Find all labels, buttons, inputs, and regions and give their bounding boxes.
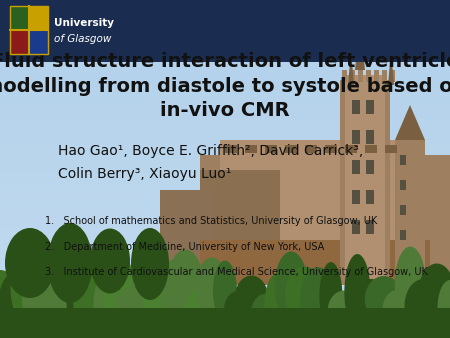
Bar [325, 145, 337, 153]
Ellipse shape [51, 291, 82, 331]
Ellipse shape [166, 249, 204, 327]
Bar [10, 6, 48, 54]
Ellipse shape [67, 259, 92, 337]
Bar [390, 70, 395, 82]
Bar [220, 140, 420, 285]
Bar [342, 70, 347, 82]
Ellipse shape [437, 280, 450, 336]
Text: 1.   School of mathematics and Statistics, University of Glasgow, UK: 1. School of mathematics and Statistics,… [45, 216, 377, 226]
Ellipse shape [0, 273, 28, 337]
Ellipse shape [94, 273, 118, 337]
Bar [374, 70, 379, 82]
Bar [366, 100, 374, 114]
Bar [345, 145, 357, 153]
Bar [352, 160, 360, 174]
Ellipse shape [395, 246, 426, 321]
Polygon shape [348, 50, 354, 85]
Bar [365, 145, 377, 153]
Ellipse shape [131, 228, 169, 300]
Bar [352, 220, 360, 234]
Bar [400, 230, 406, 240]
Ellipse shape [161, 260, 183, 322]
Text: Fluid structure interaction of left ventricle
modelling from diastole to systole: Fluid structure interaction of left vent… [0, 52, 450, 120]
Ellipse shape [196, 258, 228, 318]
Bar [285, 145, 297, 153]
Bar [340, 80, 390, 285]
Ellipse shape [274, 251, 308, 320]
Text: Hao Gao¹, Boyce E. Griffith², David Carrick³,: Hao Gao¹, Boyce E. Griffith², David Carr… [58, 144, 364, 158]
Text: Colin Berry³, Xiaoyu Luo¹: Colin Berry³, Xiaoyu Luo¹ [58, 167, 232, 181]
Bar [400, 180, 406, 190]
Ellipse shape [382, 290, 412, 334]
Text: of Glasgow: of Glasgow [54, 34, 112, 44]
Bar [382, 70, 387, 82]
Bar [400, 205, 406, 215]
Ellipse shape [419, 264, 450, 320]
Ellipse shape [40, 281, 67, 328]
Ellipse shape [300, 267, 335, 329]
Ellipse shape [73, 273, 112, 329]
Bar [10, 6, 29, 30]
Polygon shape [355, 20, 365, 70]
Ellipse shape [320, 262, 342, 330]
Ellipse shape [48, 223, 93, 303]
Ellipse shape [234, 275, 269, 322]
Bar [395, 140, 425, 285]
Ellipse shape [265, 273, 292, 337]
Bar [385, 145, 397, 153]
Bar [352, 130, 360, 144]
Text: 2.   Department of Medicine, University of New York, USA: 2. Department of Medicine, University of… [45, 242, 324, 252]
Bar [0, 0, 450, 62]
Bar [200, 170, 280, 285]
Ellipse shape [115, 287, 149, 330]
Bar [265, 145, 277, 153]
Ellipse shape [135, 261, 157, 319]
Bar [10, 30, 29, 54]
Ellipse shape [344, 254, 370, 330]
Bar [29, 30, 48, 54]
Bar [366, 70, 371, 82]
Bar [245, 145, 257, 153]
Text: 3.   Institute of Cardiovascular and Medical Science, University of Glasgow, UK: 3. Institute of Cardiovascular and Medic… [45, 267, 428, 277]
Bar [366, 160, 374, 174]
Bar [200, 240, 430, 285]
Ellipse shape [285, 266, 324, 321]
Ellipse shape [251, 294, 279, 336]
Polygon shape [395, 105, 425, 140]
Ellipse shape [5, 228, 55, 298]
Ellipse shape [328, 290, 360, 332]
Bar [366, 220, 374, 234]
Bar [358, 70, 363, 82]
Bar [352, 190, 360, 204]
Bar [350, 70, 355, 82]
Bar [366, 130, 374, 144]
Ellipse shape [22, 256, 58, 334]
Bar [400, 155, 406, 165]
Polygon shape [388, 50, 394, 85]
Ellipse shape [141, 283, 176, 330]
Ellipse shape [103, 254, 135, 331]
Bar [29, 6, 48, 30]
Ellipse shape [10, 250, 42, 324]
Bar [352, 100, 360, 114]
Ellipse shape [0, 270, 19, 324]
Text: University: University [54, 18, 114, 28]
Bar [366, 190, 374, 204]
Ellipse shape [185, 290, 212, 331]
Bar [225, 145, 237, 153]
Bar [200, 155, 450, 285]
Ellipse shape [90, 228, 130, 293]
Ellipse shape [405, 279, 442, 333]
Bar [345, 75, 385, 285]
Ellipse shape [224, 291, 253, 331]
Bar [305, 145, 317, 153]
Ellipse shape [351, 279, 390, 327]
Bar [0, 308, 450, 338]
Bar [160, 190, 215, 285]
Ellipse shape [365, 276, 403, 322]
Ellipse shape [213, 261, 237, 321]
